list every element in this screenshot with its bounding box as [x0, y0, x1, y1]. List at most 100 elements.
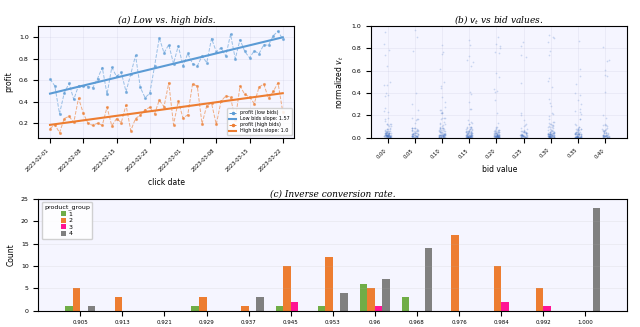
Point — [412, 117, 422, 122]
Point — [381, 132, 391, 137]
Point — [438, 134, 449, 140]
Point — [543, 40, 553, 45]
Point — [603, 132, 613, 137]
Point — [515, 135, 525, 140]
Point — [547, 129, 557, 134]
Point — [602, 132, 612, 138]
Point — [408, 131, 418, 137]
Point — [412, 127, 422, 132]
Point — [434, 133, 444, 138]
Point — [544, 133, 554, 139]
Point — [465, 135, 475, 140]
Point — [545, 134, 555, 140]
Point — [517, 132, 527, 138]
Point — [462, 130, 472, 136]
Point — [549, 134, 559, 140]
Point — [411, 130, 421, 136]
Point — [412, 135, 422, 140]
Point — [466, 134, 476, 139]
Bar — [241, 306, 248, 311]
Point — [383, 123, 394, 129]
Point — [545, 135, 556, 140]
Point — [462, 132, 472, 137]
Point — [436, 131, 446, 136]
Point — [598, 112, 608, 117]
Point — [434, 135, 444, 140]
Point — [599, 131, 609, 136]
Point — [571, 130, 581, 135]
Point — [490, 50, 500, 55]
Point — [544, 133, 554, 138]
Point — [490, 131, 500, 136]
Point — [549, 119, 559, 124]
Point — [546, 131, 556, 137]
Point — [407, 125, 417, 130]
Point — [437, 131, 447, 137]
Point — [545, 121, 556, 126]
Point — [600, 133, 610, 138]
Point — [463, 131, 473, 137]
Point — [518, 133, 528, 138]
Point — [436, 85, 446, 90]
Point — [384, 133, 394, 138]
Point — [383, 134, 393, 139]
Point — [490, 133, 500, 139]
Point — [490, 135, 500, 140]
Point — [463, 127, 474, 132]
Point — [493, 34, 503, 40]
Point — [547, 133, 557, 138]
Point — [548, 129, 558, 134]
Point — [570, 135, 580, 140]
Point — [492, 42, 502, 47]
Point — [547, 110, 557, 115]
Point — [410, 27, 420, 32]
Point — [436, 123, 447, 129]
Point — [516, 53, 526, 58]
Point — [546, 134, 556, 139]
Point — [408, 134, 419, 140]
Point — [575, 117, 585, 122]
Point — [548, 135, 559, 140]
Point — [490, 128, 500, 133]
Point — [437, 43, 447, 48]
Point — [461, 129, 472, 134]
Y-axis label: Count: Count — [6, 244, 15, 266]
Point — [519, 129, 529, 134]
Point — [466, 133, 476, 139]
Point — [440, 115, 450, 121]
Point — [434, 132, 444, 137]
Point — [489, 131, 499, 137]
Point — [490, 131, 500, 136]
Point — [467, 126, 477, 131]
Point — [491, 124, 501, 129]
Point — [546, 127, 556, 132]
Point — [520, 130, 531, 135]
Point — [600, 123, 611, 128]
Point — [543, 133, 553, 139]
Point — [598, 132, 609, 137]
Title: (a) Low vs. high bids.: (a) Low vs. high bids. — [118, 16, 215, 26]
Point — [492, 132, 502, 137]
Bar — [256, 297, 264, 311]
Point — [467, 135, 477, 140]
Point — [548, 124, 559, 129]
Point — [543, 131, 554, 136]
Point — [548, 134, 559, 139]
Point — [436, 135, 446, 140]
Point — [520, 134, 530, 139]
Point — [517, 134, 527, 139]
Point — [382, 134, 392, 139]
Point — [411, 133, 421, 139]
Point — [384, 134, 394, 139]
Point — [574, 130, 584, 135]
Point — [599, 128, 609, 133]
Point — [412, 35, 422, 40]
Point — [570, 108, 580, 113]
Point — [516, 133, 527, 138]
Point — [570, 131, 580, 136]
Point — [439, 135, 449, 140]
Point — [572, 134, 582, 139]
Point — [548, 132, 558, 137]
Point — [440, 133, 451, 138]
Point — [440, 131, 450, 137]
